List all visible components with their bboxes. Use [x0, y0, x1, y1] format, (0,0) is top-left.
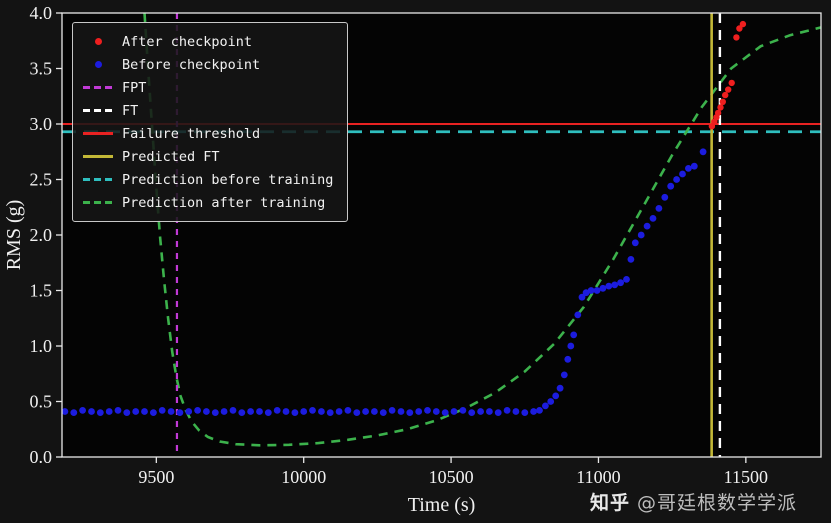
y-tick-label: 4.0: [30, 3, 53, 23]
legend-label: FT: [122, 102, 139, 119]
legend: After checkpoint Before checkpoint FPT F…: [72, 22, 349, 222]
legend-label: Prediction before training: [122, 171, 334, 188]
y-tick-label: 1.0: [30, 336, 53, 356]
series-prediction-after-training: [143, 13, 821, 447]
x-tick-label: 10000: [281, 467, 326, 487]
legend-label: After checkpoint: [122, 33, 253, 50]
predicted-ft-line-icon: [83, 150, 113, 164]
y-tick-label: 2.5: [30, 170, 53, 190]
x-tick-label: 11500: [724, 467, 768, 487]
legend-item-prediction-after-training: Prediction after training: [83, 191, 333, 214]
prediction-after-training-dashed-line-icon: [83, 196, 113, 210]
x-axis-label: Time (s): [408, 494, 476, 516]
prediction-before-training-dashed-line-icon: [83, 173, 113, 187]
legend-item-failure-threshold: Failure threshold: [83, 122, 333, 145]
legend-label: FPT: [122, 79, 147, 96]
after-checkpoint-dot-icon: [83, 35, 113, 49]
x-tick-label: 11000: [576, 467, 620, 487]
watermark: 知乎 @哥廷根数学学派: [590, 488, 797, 515]
y-tick-label: 1.5: [30, 281, 53, 301]
legend-item-before-checkpoint: Before checkpoint: [83, 53, 333, 76]
y-tick-label: 3.5: [30, 59, 53, 79]
legend-label: Before checkpoint: [122, 56, 261, 73]
legend-item-after-checkpoint: After checkpoint: [83, 30, 333, 53]
x-tick-label: 9500: [138, 467, 174, 487]
y-tick-label: 3.0: [30, 114, 53, 134]
failure-threshold-line-icon: [83, 127, 113, 141]
legend-item-ft: FT: [83, 99, 333, 122]
watermark-handle: @哥廷根数学学派: [636, 492, 797, 514]
ft-dashed-line-icon: [83, 104, 113, 118]
y-tick-label: 2.0: [30, 225, 53, 245]
fpt-dashed-line-icon: [83, 81, 113, 95]
before-checkpoint-dot-icon: [83, 58, 113, 72]
x-tick-label: 10500: [429, 467, 474, 487]
y-tick-label: 0.0: [30, 447, 53, 467]
zhihu-logo: 知乎: [589, 492, 630, 514]
plot-series-group: [62, 13, 821, 457]
y-tick-label: 0.5: [30, 392, 53, 412]
legend-item-prediction-before-training: Prediction before training: [83, 168, 333, 191]
series-after-checkpoint: [708, 20, 747, 130]
legend-label: Failure threshold: [122, 125, 261, 142]
series-before-checkpoint: [62, 148, 707, 416]
legend-label: Predicted FT: [122, 148, 220, 165]
legend-item-fpt: FPT: [83, 76, 333, 99]
y-axis-label: RMS (g): [3, 200, 25, 271]
legend-item-predicted-ft: Predicted FT: [83, 145, 333, 168]
legend-label: Prediction after training: [122, 194, 326, 211]
